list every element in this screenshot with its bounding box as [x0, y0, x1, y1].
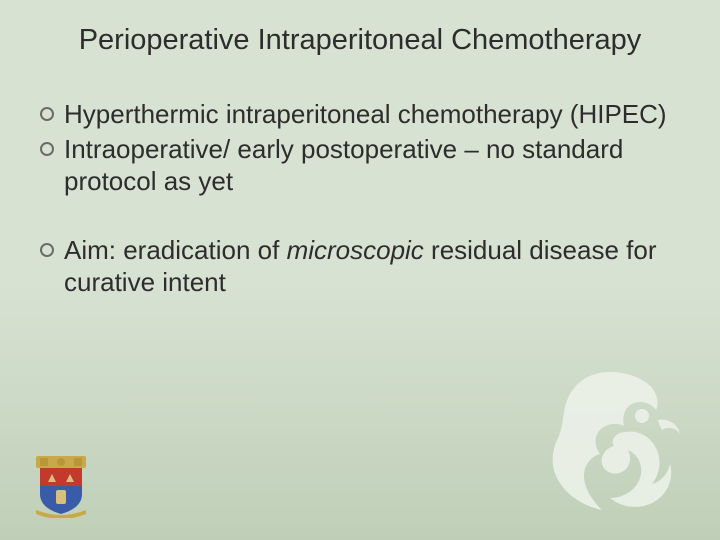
bullet-marker-icon [40, 107, 54, 121]
bullet-item: Hyperthermic intraperitoneal chemotherap… [40, 98, 680, 131]
slide-title: Perioperative Intraperitoneal Chemothera… [0, 24, 720, 57]
bullet-text: Intraoperative/ early postoperative – no… [64, 133, 680, 198]
bullet-text: Aim: eradication of microscopic residual… [64, 234, 680, 299]
bullet-group-2: Aim: eradication of microscopic residual… [40, 234, 680, 299]
university-crest-icon [34, 454, 88, 518]
bullet-item: Aim: eradication of microscopic residual… [40, 234, 680, 299]
bullet-marker-icon [40, 142, 54, 156]
bullet-marker-icon [40, 243, 54, 257]
bullet-text: Hyperthermic intraperitoneal chemotherap… [64, 98, 680, 131]
dragon-emblem-icon [530, 360, 690, 520]
slide-content: Hyperthermic intraperitoneal chemotherap… [40, 98, 680, 335]
bullet-item: Intraoperative/ early postoperative – no… [40, 133, 680, 198]
bullet-group-1: Hyperthermic intraperitoneal chemotherap… [40, 98, 680, 198]
slide: Perioperative Intraperitoneal Chemothera… [0, 0, 720, 540]
